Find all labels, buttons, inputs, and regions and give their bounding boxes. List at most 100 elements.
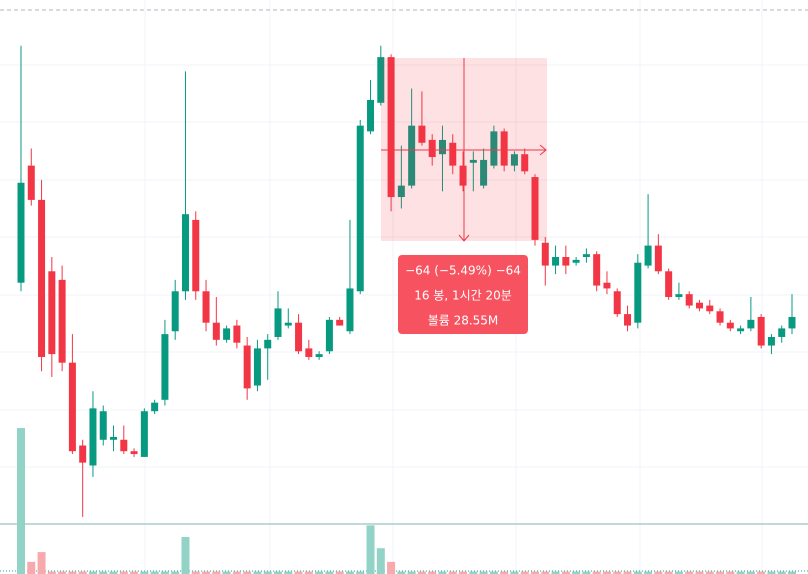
candle-body xyxy=(38,199,46,357)
candle-body xyxy=(438,139,446,155)
candle-body xyxy=(685,294,693,306)
volume-bar xyxy=(705,571,714,574)
volume-bar xyxy=(387,561,396,574)
tooltip-box xyxy=(398,255,528,334)
candle-body xyxy=(665,271,673,297)
volume-bar xyxy=(582,571,591,574)
measure-tool[interactable]: −64 (−5.49%) −64 16 봉, 1시간 20분 볼륨 28.55M xyxy=(381,58,547,334)
candle-body xyxy=(325,319,333,352)
volume-bar xyxy=(417,571,426,574)
candle-body xyxy=(418,125,426,143)
volume-bar xyxy=(592,571,601,574)
volume-bar xyxy=(171,571,180,574)
volume-bar xyxy=(459,571,468,574)
candle-body xyxy=(757,316,765,346)
candle-body xyxy=(469,159,477,163)
measure-tooltip: −64 (−5.49%) −64 16 봉, 1시간 20분 볼륨 28.55M xyxy=(398,255,528,334)
candle-body xyxy=(480,159,488,186)
volume-bar xyxy=(78,571,87,574)
volume-bar xyxy=(263,571,272,574)
candle-body xyxy=(274,308,282,337)
candle-body xyxy=(521,154,529,172)
volume-bar xyxy=(633,571,642,574)
candle-body xyxy=(634,262,642,323)
volume-bar xyxy=(191,571,200,574)
volume-bar xyxy=(716,571,725,574)
candles-layer xyxy=(17,45,796,517)
candle-body xyxy=(99,411,107,440)
volume-bar xyxy=(37,552,46,574)
volume-bar xyxy=(274,571,282,574)
candle-body xyxy=(706,305,714,312)
volume-bar xyxy=(644,571,653,574)
candle-body xyxy=(336,319,344,326)
volume-bar xyxy=(654,571,663,574)
volume-layer xyxy=(17,428,796,574)
volume-bar xyxy=(130,571,139,574)
candle-body xyxy=(181,214,189,292)
volume-bar xyxy=(757,571,766,574)
candle-body xyxy=(500,131,508,166)
candle-body xyxy=(223,328,231,340)
candle-body xyxy=(593,254,601,286)
candle-body xyxy=(541,242,549,266)
volume-bar xyxy=(47,571,56,574)
arrow-head xyxy=(539,144,547,156)
volume-bar xyxy=(212,571,221,574)
volume-bar xyxy=(99,571,108,574)
volume-bar xyxy=(726,571,735,574)
candle-body xyxy=(140,411,148,457)
candle-body xyxy=(346,288,354,332)
candle-body xyxy=(58,279,66,363)
volume-bar xyxy=(695,571,704,574)
volume-bar xyxy=(304,571,313,574)
volume-bar xyxy=(222,571,231,574)
candle-body xyxy=(726,322,734,329)
candle-body xyxy=(377,57,385,103)
volume-bar xyxy=(294,571,303,574)
volume-bar xyxy=(109,571,118,574)
volume-bar xyxy=(561,571,570,574)
candle-body xyxy=(613,291,621,315)
volume-bar xyxy=(674,571,683,574)
volume-bar xyxy=(202,571,211,574)
volume-bar xyxy=(664,571,673,574)
volume-bar xyxy=(253,571,262,574)
volume-bar xyxy=(479,571,488,574)
tooltip-change: −64 (−5.49%) −64 xyxy=(405,264,521,278)
candle-body xyxy=(675,294,683,297)
volume-bar xyxy=(746,571,755,574)
volume-bar xyxy=(345,571,354,574)
candle-body xyxy=(695,302,703,309)
volume-bar xyxy=(232,571,241,574)
candle-body xyxy=(130,451,138,455)
volume-bar xyxy=(140,571,149,574)
tooltip-volume: 볼륨 28.55M xyxy=(428,314,499,328)
volume-bar xyxy=(500,571,509,574)
candle-body xyxy=(778,328,786,337)
candle-body xyxy=(654,245,662,272)
candle-body xyxy=(510,154,518,166)
candle-body xyxy=(171,291,179,332)
candle-body xyxy=(110,436,118,440)
candle-body xyxy=(603,282,611,289)
candle-body xyxy=(367,99,375,132)
volume-bar xyxy=(602,571,611,574)
candle-body xyxy=(305,348,313,357)
volume-bar xyxy=(510,571,519,574)
candle-body xyxy=(264,339,272,349)
candle-body xyxy=(284,322,292,326)
candle-body xyxy=(233,325,241,343)
candle-body xyxy=(212,322,220,340)
volume-bar xyxy=(551,571,560,574)
volume-bar xyxy=(788,571,796,574)
volume-bar xyxy=(397,571,406,574)
candle-body xyxy=(151,402,159,412)
candle-body xyxy=(582,254,590,258)
candle-body xyxy=(253,348,261,386)
tooltip-span: 16 봉, 1시간 20분 xyxy=(414,289,512,303)
candle-body xyxy=(387,57,395,198)
candle-body xyxy=(449,142,457,166)
volume-bar xyxy=(407,571,416,574)
